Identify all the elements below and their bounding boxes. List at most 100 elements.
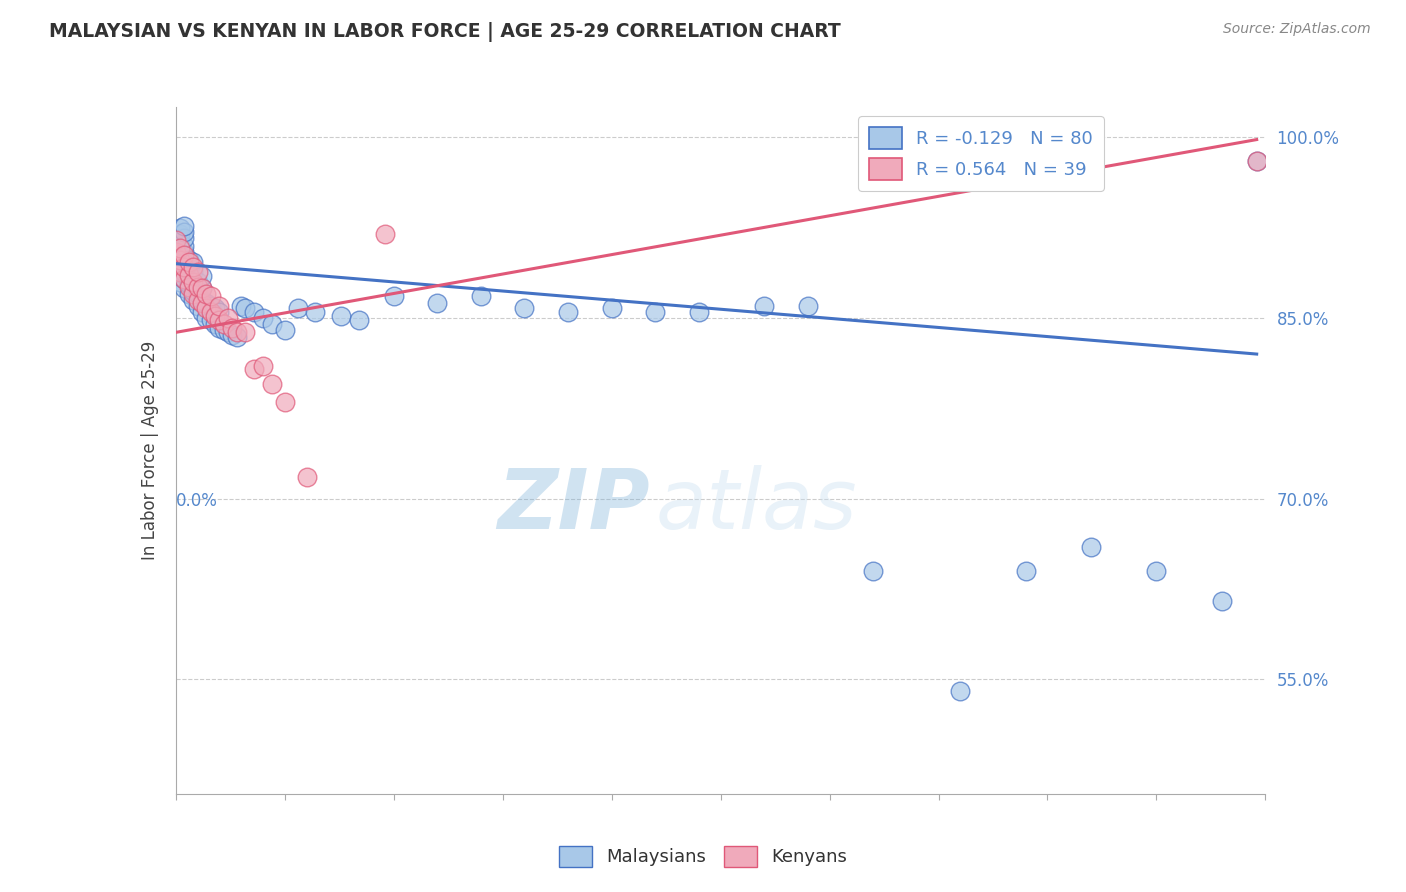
Point [177, 253, 200, 268]
Point [208, 313, 231, 327]
Point [165, 244, 187, 259]
Point [195, 286, 218, 301]
Point [470, 289, 492, 303]
Point [177, 279, 200, 293]
Point [1015, 564, 1038, 578]
Point [221, 320, 243, 334]
Point [181, 255, 204, 269]
Point [165, 233, 187, 247]
Point [181, 265, 204, 279]
Text: MALAYSIAN VS KENYAN IN LABOR FORCE | AGE 25-29 CORRELATION CHART: MALAYSIAN VS KENYAN IN LABOR FORCE | AGE… [49, 22, 841, 42]
Point [243, 361, 266, 376]
Point [186, 279, 209, 293]
Point [513, 301, 536, 316]
Point [374, 227, 396, 241]
Point [212, 317, 235, 331]
Point [1211, 594, 1233, 608]
Point [165, 257, 187, 271]
Point [169, 253, 191, 268]
Point [177, 277, 200, 292]
Point [195, 296, 218, 310]
Point [208, 305, 231, 319]
Point [204, 309, 226, 323]
Point [208, 320, 231, 334]
Point [191, 305, 214, 319]
Point [225, 326, 247, 340]
Point [862, 564, 884, 578]
Point [177, 268, 200, 283]
Point [287, 301, 309, 316]
Point [231, 299, 253, 313]
Point [754, 299, 776, 313]
Point [169, 227, 191, 241]
Point [191, 296, 214, 310]
Point [204, 317, 226, 331]
Point [177, 286, 200, 301]
Legend: R = -0.129   N = 80, R = 0.564   N = 39: R = -0.129 N = 80, R = 0.564 N = 39 [859, 116, 1104, 191]
Text: 0.0%: 0.0% [176, 491, 218, 509]
Point [173, 265, 195, 279]
Point [181, 285, 204, 299]
Point [191, 268, 214, 283]
Point [382, 289, 405, 303]
Point [173, 231, 195, 245]
Point [186, 265, 209, 279]
Point [186, 286, 209, 301]
Point [173, 260, 195, 275]
Point [173, 248, 195, 262]
Point [557, 305, 579, 319]
Point [173, 281, 195, 295]
Point [169, 275, 191, 289]
Point [173, 258, 195, 272]
Point [200, 299, 222, 313]
Point [221, 327, 243, 342]
Point [600, 301, 623, 316]
Point [181, 286, 204, 301]
Point [304, 305, 326, 319]
Point [217, 326, 239, 340]
Point [173, 225, 195, 239]
Point [274, 323, 297, 337]
Point [173, 238, 195, 252]
Point [195, 310, 218, 325]
Point [173, 244, 195, 259]
Text: Source: ZipAtlas.com: Source: ZipAtlas.com [1223, 22, 1371, 37]
Point [169, 220, 191, 235]
Point [181, 275, 204, 289]
Point [330, 309, 353, 323]
Point [165, 233, 187, 247]
Point [1246, 154, 1268, 169]
Point [169, 238, 191, 252]
Point [165, 238, 187, 252]
Point [1144, 564, 1167, 578]
Point [1246, 154, 1268, 169]
Point [243, 305, 266, 319]
Point [235, 326, 257, 340]
Point [949, 684, 972, 698]
Point [181, 260, 204, 275]
Point [235, 301, 257, 316]
Point [260, 377, 283, 392]
Point [1080, 540, 1102, 554]
Y-axis label: In Labor Force | Age 25-29: In Labor Force | Age 25-29 [141, 341, 159, 560]
Point [191, 281, 214, 295]
Point [191, 281, 214, 295]
Point [186, 275, 209, 289]
Point [200, 289, 222, 303]
Point [169, 244, 191, 259]
Point [252, 310, 274, 325]
Point [165, 251, 187, 265]
Point [169, 265, 191, 279]
Point [260, 317, 283, 331]
Point [252, 359, 274, 373]
Point [177, 268, 200, 282]
Point [165, 257, 187, 271]
Point [169, 241, 191, 255]
Point [204, 301, 226, 316]
Point [181, 275, 204, 289]
Point [173, 272, 195, 286]
Point [426, 296, 449, 310]
Point [169, 259, 191, 273]
Point [173, 251, 195, 265]
Legend: Malaysians, Kenyans: Malaysians, Kenyans [553, 838, 853, 874]
